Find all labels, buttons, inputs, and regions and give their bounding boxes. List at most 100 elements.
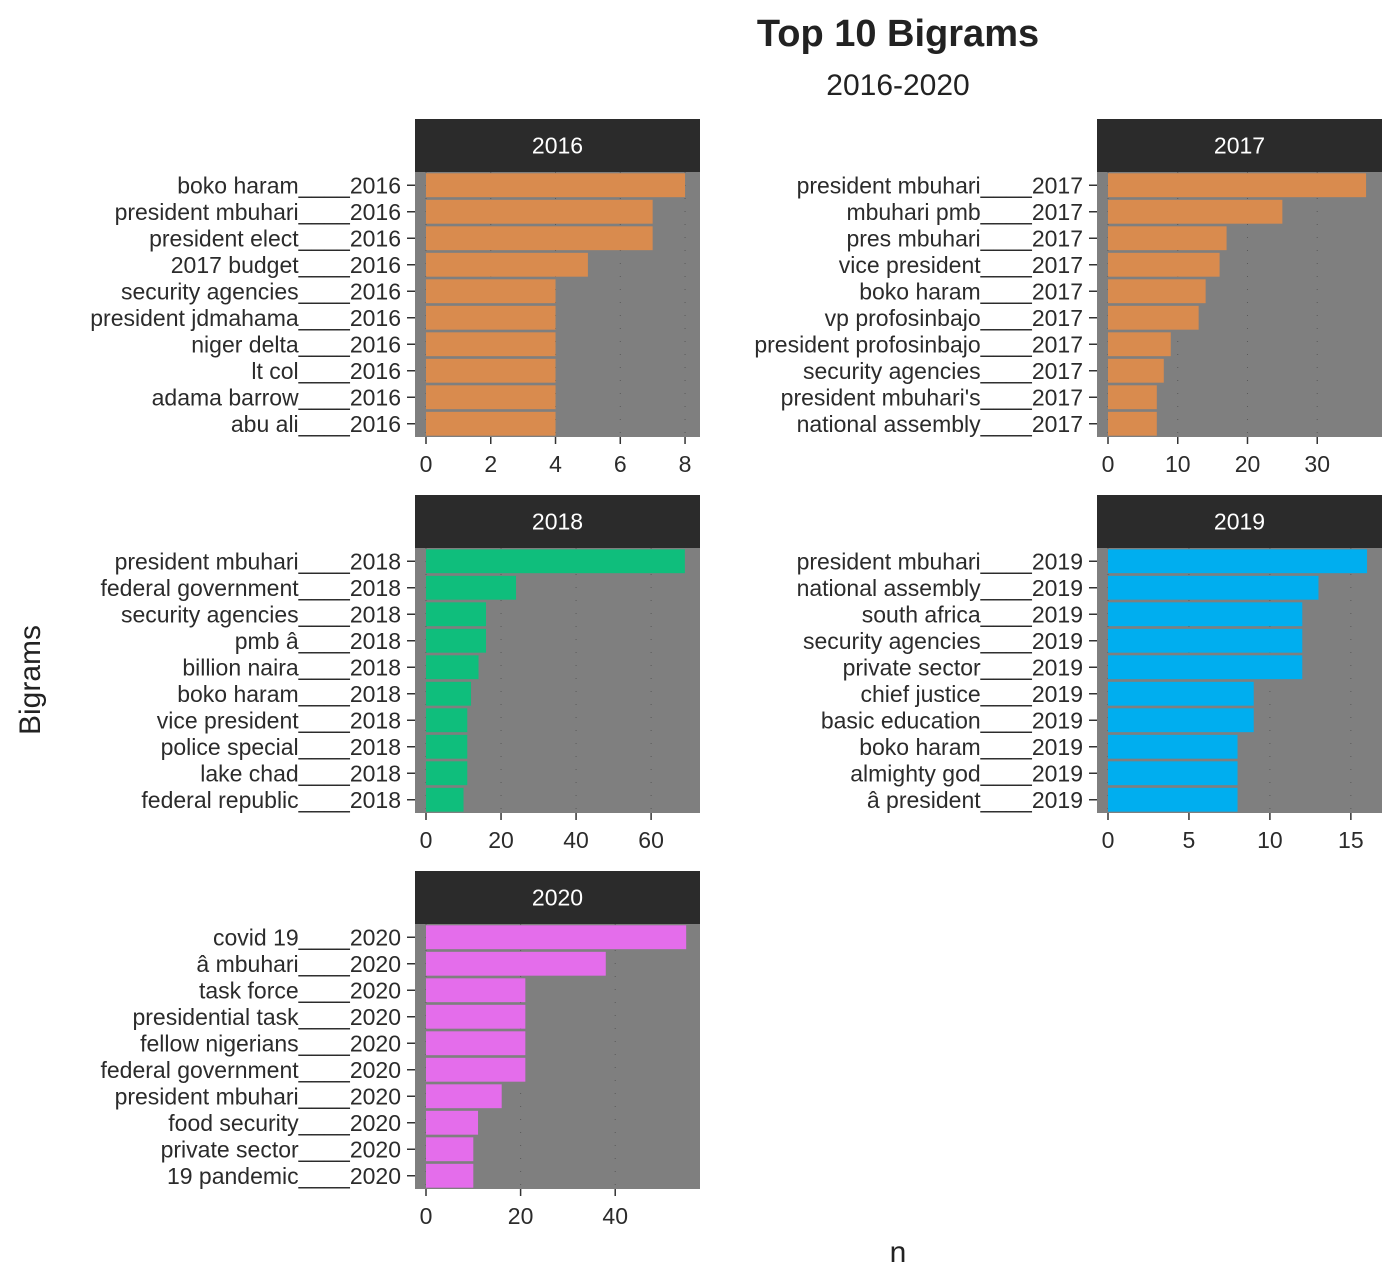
bar [1108, 628, 1303, 653]
bar [426, 1084, 502, 1109]
facet-strip [415, 871, 700, 924]
x-tick-label: 4 [549, 451, 562, 477]
category-label: president mbuhari____2017 [797, 172, 1083, 198]
bar [426, 305, 556, 330]
x-tick-label: 60 [638, 827, 664, 853]
bar [426, 358, 556, 383]
category-label: security agencies____2018 [121, 601, 401, 627]
bar [426, 332, 556, 357]
bar [1108, 761, 1238, 786]
bar [426, 628, 487, 653]
category-label: adama barrow____2016 [152, 384, 401, 410]
category-label: president elect____2016 [149, 225, 401, 251]
category-label: national assembly____2017 [797, 411, 1083, 437]
chart-title: Top 10 Bigrams [757, 13, 1039, 55]
category-label: vice president____2018 [157, 707, 401, 733]
category-label: president jdmahama____2016 [90, 305, 401, 331]
category-label: billion naira____2018 [182, 654, 401, 680]
bar [426, 549, 685, 574]
category-label: food security____2020 [168, 1110, 401, 1136]
bar [426, 951, 606, 976]
bar [426, 199, 653, 224]
bar [426, 385, 556, 410]
category-label: 19 pandemic____2020 [167, 1163, 401, 1189]
bar [1108, 655, 1303, 680]
bar [426, 1163, 474, 1188]
category-label: mbuhari pmb____2017 [846, 199, 1083, 225]
bar [426, 279, 556, 304]
bar [426, 575, 517, 600]
x-tick-label: 10 [1165, 451, 1191, 477]
category-label: almighty god____2019 [850, 760, 1083, 786]
x-tick-label: 0 [420, 451, 433, 477]
bar [1108, 173, 1367, 198]
bar [426, 978, 526, 1003]
x-tick-label: 20 [1235, 451, 1261, 477]
bar [1108, 681, 1254, 706]
category-label: federal government____2020 [100, 1057, 401, 1083]
category-label: abu ali____2016 [231, 411, 401, 437]
bar [1108, 575, 1319, 600]
bar [426, 787, 464, 812]
category-label: vice president____2017 [839, 252, 1083, 278]
x-tick-label: 10 [1257, 827, 1283, 853]
x-tick-label: 40 [602, 1203, 628, 1229]
category-label: boko haram____2016 [177, 172, 401, 198]
x-tick-label: 2 [484, 451, 497, 477]
x-tick-label: 20 [488, 827, 514, 853]
category-label: presidential task____2020 [132, 1004, 401, 1030]
bar [426, 925, 687, 950]
category-label: covid 19____2020 [213, 924, 401, 950]
bar [1108, 787, 1238, 812]
x-tick-label: 0 [420, 827, 433, 853]
bar [1108, 252, 1220, 277]
category-label: â mbuhari____2020 [196, 951, 401, 977]
category-label: niger delta____2016 [191, 331, 401, 357]
bar [426, 252, 588, 277]
bar [426, 226, 653, 251]
category-label: south africa____2019 [862, 601, 1083, 627]
category-label: lake chad____2018 [200, 760, 401, 786]
x-tick-label: 20 [508, 1203, 534, 1229]
category-label: federal republic____2018 [141, 787, 401, 813]
category-label: â president____2019 [867, 787, 1083, 813]
category-label: boko haram____2019 [859, 734, 1083, 760]
bar [426, 655, 479, 680]
x-tick-label: 8 [679, 451, 692, 477]
category-label: 2017 budget____2016 [171, 252, 401, 278]
category-label: president mbuhari____2020 [115, 1083, 401, 1109]
x-tick-label: 15 [1338, 827, 1364, 853]
category-label: pres mbuhari____2017 [846, 225, 1083, 251]
facet-strip [415, 495, 700, 548]
facet-strip-label: 2019 [1214, 509, 1265, 535]
category-label: security agencies____2016 [121, 278, 401, 304]
bar [426, 708, 468, 733]
category-label: federal government____2018 [100, 575, 401, 601]
category-label: boko haram____2018 [177, 681, 401, 707]
bar [1108, 305, 1199, 330]
category-label: security agencies____2019 [803, 628, 1083, 654]
x-tick-label: 5 [1183, 827, 1196, 853]
category-label: vp profosinbajo____2017 [825, 305, 1083, 331]
category-label: private sector____2020 [161, 1136, 401, 1162]
chart-subtitle: 2016-2020 [826, 69, 969, 102]
bar [426, 1137, 474, 1162]
bar [426, 173, 686, 198]
facet-strip-label: 2018 [532, 509, 583, 535]
category-label: lt col____2016 [251, 358, 401, 384]
category-label: president mbuhari____2019 [797, 548, 1083, 574]
bar [1108, 411, 1157, 436]
facet-strip-label: 2016 [532, 133, 583, 159]
bar [1108, 549, 1368, 574]
x-tick-label: 6 [614, 451, 627, 477]
category-label: task force____2020 [199, 977, 401, 1003]
category-label: president profosinbajo____2017 [754, 331, 1083, 357]
bar [1108, 734, 1238, 759]
category-label: president mbuhari____2016 [115, 199, 401, 225]
